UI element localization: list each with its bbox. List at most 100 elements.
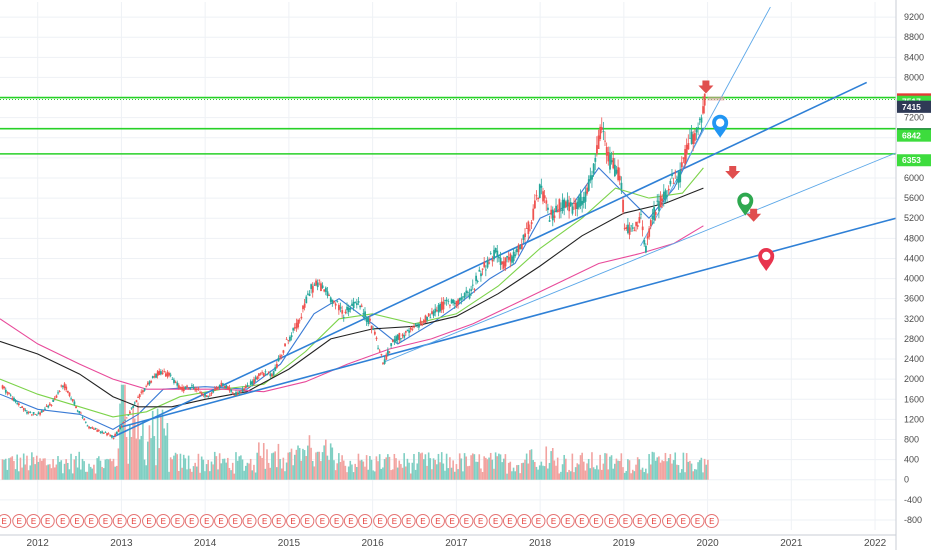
candle-body: [212, 390, 215, 393]
candle-body: [684, 149, 687, 165]
event-marker-label: E: [392, 517, 397, 526]
candle-body: [89, 427, 92, 428]
volume-bar: [244, 465, 247, 480]
volume-bar: [418, 451, 420, 480]
volume-bar: [398, 460, 401, 480]
volume-bar: [215, 456, 218, 480]
candle-body: [478, 269, 481, 272]
moving-average-line: [0, 187, 704, 408]
volume-bar: [70, 453, 72, 480]
candle-body: [465, 290, 468, 294]
volume-bar: [292, 465, 294, 480]
y-tick-label: 9200: [904, 12, 924, 22]
volume-bar: [635, 464, 637, 480]
candle-body: [439, 303, 442, 312]
candle-body: [460, 297, 463, 300]
volume-bar: [401, 467, 404, 480]
candle-body: [537, 198, 540, 200]
volume-bar: [305, 456, 307, 480]
volume-bar: [53, 467, 56, 480]
candle-body: [248, 387, 251, 388]
y-tick-label: 7200: [904, 113, 924, 123]
volume-bar: [455, 464, 458, 480]
volume-bar: [99, 460, 102, 480]
candle-body: [600, 127, 603, 130]
candle-body: [449, 304, 451, 306]
volume-bar: [597, 469, 600, 480]
event-marker: [560, 514, 575, 528]
candle-body: [303, 303, 306, 308]
volume-bar: [618, 460, 621, 480]
candle-body: [408, 330, 411, 333]
event-marker: [473, 514, 488, 528]
volume-bar: [331, 447, 334, 480]
candle-body: [238, 391, 241, 394]
volume-bar: [540, 461, 543, 480]
candle-body: [156, 371, 159, 376]
volume-bar: [202, 459, 205, 480]
volume-bar: [694, 469, 696, 480]
volume-bar: [416, 463, 419, 480]
candle-body: [457, 299, 460, 304]
candle-body: [292, 328, 295, 331]
volume-bar: [240, 455, 242, 480]
candle-body: [321, 285, 324, 288]
event-marker-label: E: [348, 517, 353, 526]
candle-body: [680, 162, 683, 168]
volume-bar: [107, 459, 110, 480]
candle-body: [649, 220, 652, 227]
candle-body: [133, 402, 136, 404]
candle-body: [447, 300, 450, 302]
volume-bar: [385, 457, 388, 480]
candle-body: [62, 385, 64, 388]
event-marker: [415, 514, 430, 528]
candle-body: [573, 203, 575, 204]
y-tick-label: 4400: [904, 253, 924, 263]
candle-body: [605, 147, 608, 156]
candle-body: [393, 339, 396, 343]
volume-bar: [264, 468, 267, 480]
volume-bar: [680, 469, 683, 480]
candle-body: [161, 372, 164, 375]
candle-body: [560, 209, 562, 211]
volume-bar: [530, 449, 533, 480]
candle-body: [382, 362, 384, 364]
volume-bar: [210, 461, 213, 480]
volume-bar: [160, 416, 162, 480]
event-marker-label: E: [507, 517, 512, 526]
event-marker-label: E: [276, 517, 281, 526]
volume-bar: [89, 466, 92, 480]
volume-bar: [104, 459, 107, 480]
volume-bar: [703, 458, 706, 480]
volume-bar: [62, 473, 64, 480]
candle-body: [413, 326, 415, 328]
volume-bar: [220, 463, 223, 480]
volume-bar: [522, 462, 525, 480]
candle-body: [272, 371, 275, 376]
volume-bar: [517, 464, 520, 480]
candle-body: [34, 413, 37, 415]
candle-body: [290, 335, 293, 338]
moving-averages: [0, 127, 704, 431]
event-marker-label: E: [175, 517, 180, 526]
candle-body: [540, 185, 543, 188]
candle-body: [682, 157, 685, 159]
volume-bar: [151, 410, 154, 480]
event-marker-label: E: [464, 517, 469, 526]
x-tick-label: 2012: [27, 538, 50, 549]
volume-bar: [277, 443, 280, 480]
candle-body: [47, 405, 50, 408]
volume-bar: [174, 452, 177, 480]
candle-body: [218, 385, 221, 389]
candle-body: [174, 381, 177, 383]
volume-bar: [13, 460, 15, 480]
volume-bar: [677, 465, 680, 480]
candle-body: [179, 387, 182, 390]
candle-body: [215, 387, 218, 390]
candle-body: [181, 386, 184, 391]
volume-bar: [612, 468, 614, 480]
volume-bar: [697, 462, 699, 480]
candle-body: [1, 385, 4, 389]
volume-bar: [73, 459, 76, 480]
candle-body: [442, 301, 445, 310]
